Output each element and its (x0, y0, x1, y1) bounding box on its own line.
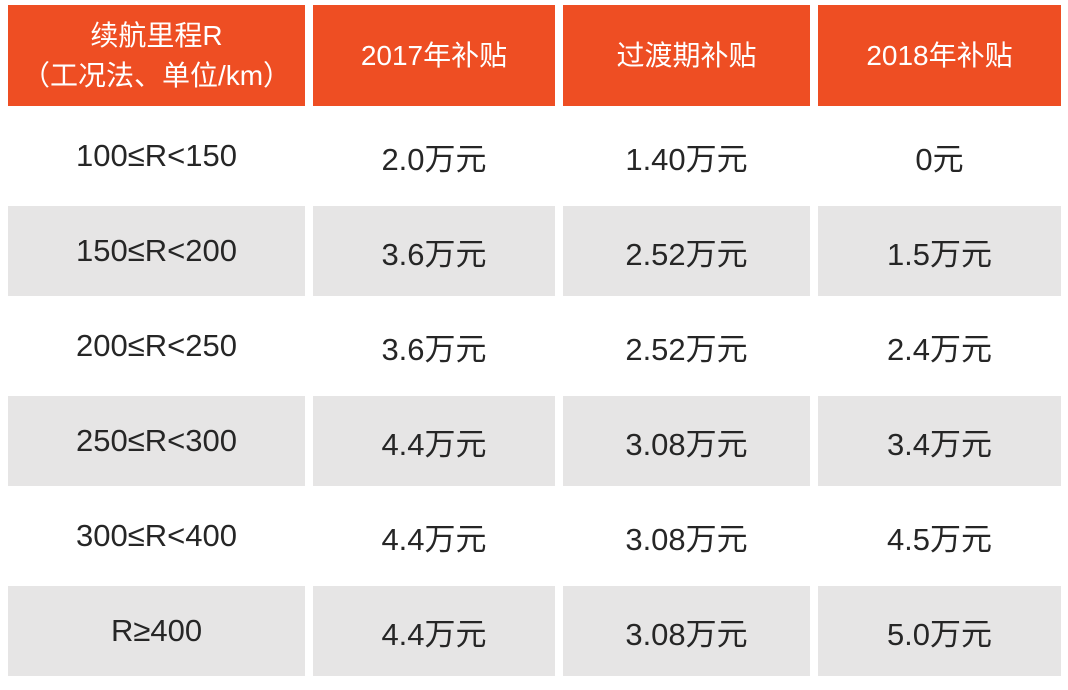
table-cell: 2.0万元 (313, 111, 555, 201)
table-cell: 150≤R<200 (8, 206, 305, 296)
header-2018-subsidy: 2018年补贴 (818, 5, 1061, 106)
header-transition-subsidy: 过渡期补贴 (563, 5, 810, 106)
header-range-line1: 续航里程R (90, 19, 223, 51)
table-cell: 4.4万元 (313, 396, 555, 486)
table-cell: 2.52万元 (563, 206, 810, 296)
table-cell: 2.52万元 (563, 301, 810, 391)
table-cell: 5.0万元 (818, 586, 1061, 676)
table-cell: 3.6万元 (313, 206, 555, 296)
table-cell: 1.5万元 (818, 206, 1061, 296)
table-cell: 250≤R<300 (8, 396, 305, 486)
table-cell: 1.40万元 (563, 111, 810, 201)
table-cell: 200≤R<250 (8, 301, 305, 391)
table-cell: 3.08万元 (563, 586, 810, 676)
table-cell: 3.6万元 (313, 301, 555, 391)
subsidy-table: 续航里程R （工况法、单位/km） 2017年补贴 过渡期补贴 2018年补贴 … (8, 5, 1061, 676)
table-cell: 3.4万元 (818, 396, 1061, 486)
table-cell: 300≤R<400 (8, 491, 305, 581)
table-cell: 3.08万元 (563, 491, 810, 581)
header-range-line2: （工况法、单位/km） (21, 59, 292, 91)
table-cell: 100≤R<150 (8, 111, 305, 201)
table-cell: 4.4万元 (313, 491, 555, 581)
table-cell: 0元 (818, 111, 1061, 201)
table-cell: 2.4万元 (818, 301, 1061, 391)
table-cell: R≥400 (8, 586, 305, 676)
header-2017-subsidy: 2017年补贴 (313, 5, 555, 106)
table-cell: 3.08万元 (563, 396, 810, 486)
table-cell: 4.4万元 (313, 586, 555, 676)
header-range: 续航里程R （工况法、单位/km） (8, 5, 305, 106)
table-cell: 4.5万元 (818, 491, 1061, 581)
